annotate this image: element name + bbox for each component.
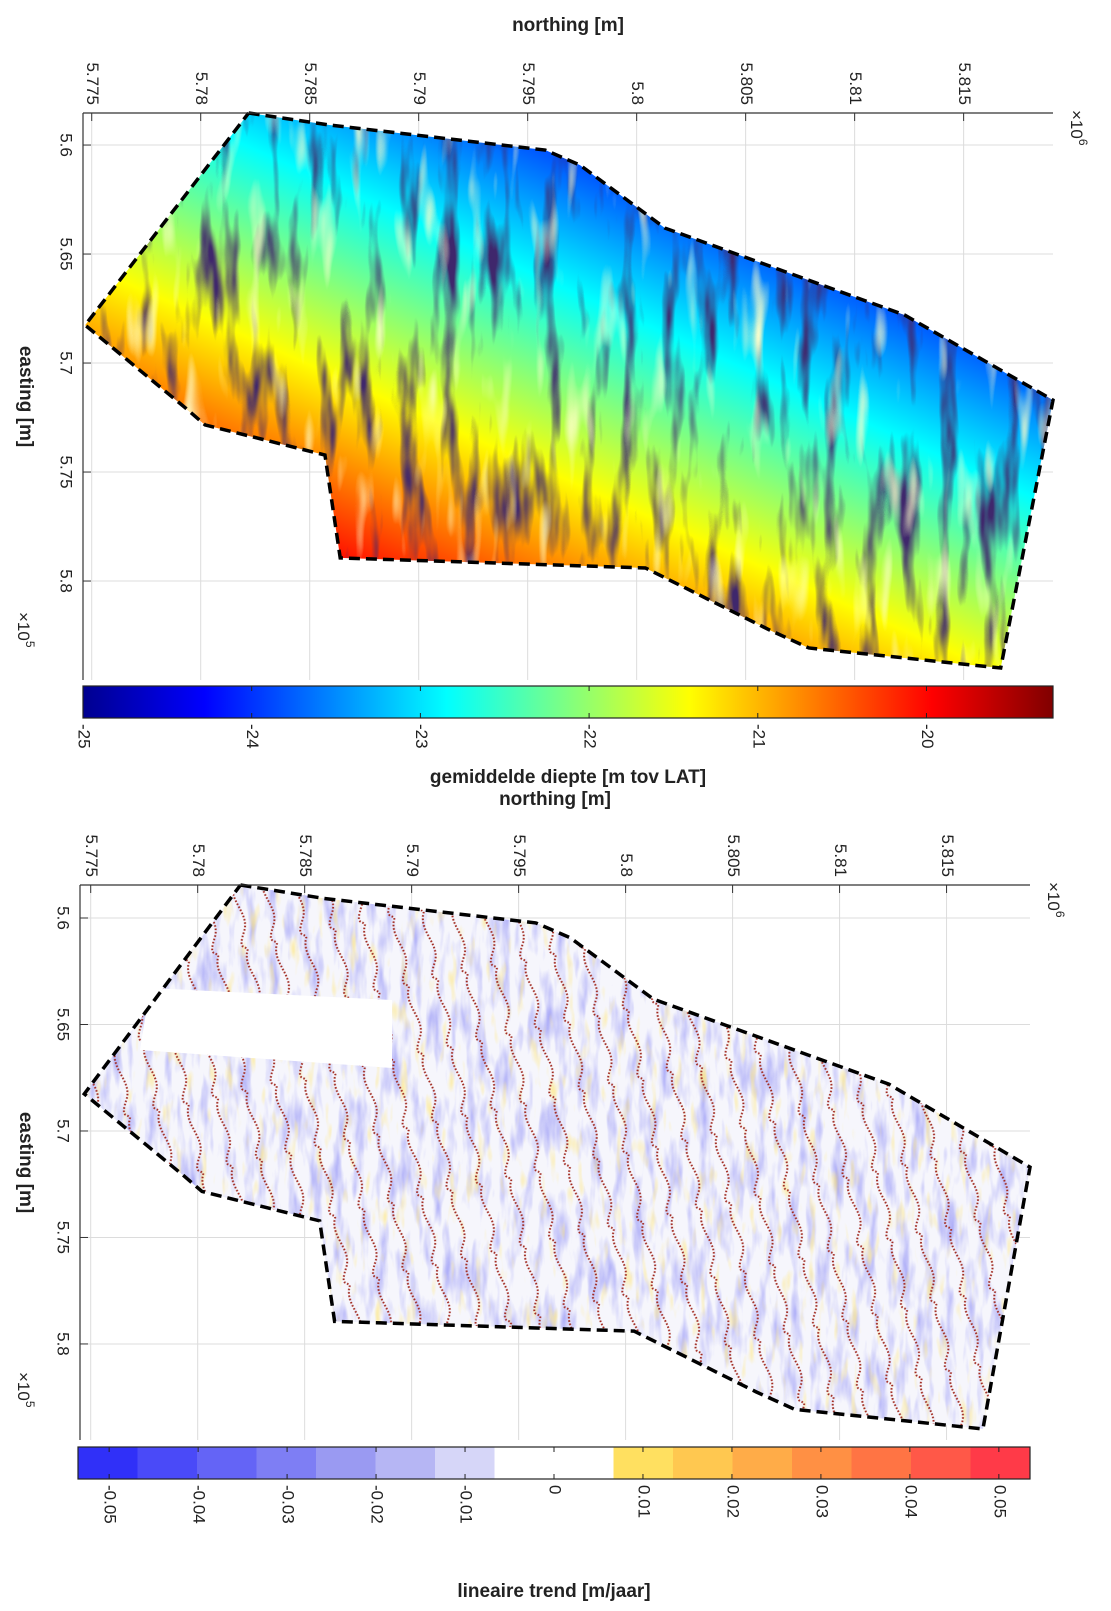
colorbar-tick-label: -0.04 [190, 1485, 209, 1524]
map-field [84, 885, 1030, 1429]
y-tick-label: 5.65 [57, 237, 76, 270]
y-multiplier-exponent: 5 [23, 1401, 37, 1408]
colorbar-segment [673, 1447, 733, 1479]
colorbar-tick-label: -0.01 [457, 1485, 476, 1524]
x-multiplier: ×106 [1067, 110, 1090, 146]
colorbar-tick-label: 0.04 [901, 1485, 920, 1518]
x-tick-label: 5.785 [301, 62, 320, 105]
x-multiplier: ×106 [1044, 882, 1067, 918]
colorbar-segment [494, 1447, 555, 1479]
x-tick-label: 5.815 [955, 62, 974, 105]
x-tick-label: 5.8 [617, 853, 636, 877]
colorbar-tick-label: -0.03 [279, 1485, 298, 1524]
colorbar-tick-label: -25 [75, 724, 94, 749]
x-tick-label: 5.795 [510, 834, 529, 877]
x-tick-label: 5.775 [82, 834, 101, 877]
colorbar-tick-label: -0.02 [368, 1485, 387, 1524]
y-tick-label: 5.6 [57, 133, 76, 157]
y-tick-label: 5.6 [54, 906, 73, 930]
x-tick-label: 5.805 [724, 834, 743, 877]
y-tick-label: 5.7 [54, 1119, 73, 1143]
colorbar-tick-label: 0.05 [990, 1485, 1009, 1518]
y-multiplier-base: ×10 [14, 1372, 33, 1401]
y-axis-title: easting [m] [15, 1112, 36, 1213]
x-multiplier-base: ×10 [1067, 110, 1086, 139]
light-streaks [85, 113, 1053, 669]
x-tick-label: 5.805 [737, 62, 756, 105]
x-tick-label: 5.81 [846, 72, 865, 105]
y-multiplier: ×105 [14, 612, 37, 648]
colorbar-border [82, 685, 1054, 719]
y-multiplier-base: ×10 [14, 612, 33, 641]
colorbar-tick-label: -21 [749, 724, 768, 749]
colorbar-segment [375, 1447, 436, 1479]
colorbar-segment [316, 1447, 376, 1479]
y-tick-label: 5.8 [54, 1332, 73, 1356]
y-multiplier-exponent: 5 [23, 641, 37, 648]
y-tick-label: 5.65 [54, 1008, 73, 1041]
colorbar-segment [911, 1447, 971, 1479]
colorbar-tick-label: 0.02 [723, 1485, 742, 1518]
x-tick-label: 5.81 [831, 844, 850, 877]
colorbar-tick-label: 0.03 [812, 1485, 831, 1518]
colorbar-segment [732, 1447, 793, 1479]
y-tick-label: 5.8 [57, 569, 76, 593]
y-axis-title: easting [m] [15, 346, 36, 447]
colorbar [83, 686, 1053, 718]
colorbar-tick-label: -0.05 [101, 1485, 120, 1524]
colorbar-segment [792, 1447, 852, 1479]
x-axis-title: northing [m] [499, 789, 611, 810]
y-multiplier: ×105 [14, 1372, 37, 1408]
colorbar-segment [554, 1447, 614, 1479]
x-tick-label: 5.775 [83, 62, 102, 105]
map-field [85, 113, 1053, 669]
crest-pattern [84, 885, 1030, 1429]
colorbar-segment [256, 1447, 317, 1479]
x-axis-title: northing [m] [512, 15, 624, 36]
x-tick-label: 5.8 [628, 81, 647, 105]
colorbar-tick-label: 0.01 [634, 1485, 653, 1518]
x-tick-label: 5.795 [519, 62, 538, 105]
colorbar-segment [78, 1447, 138, 1479]
x-multiplier-base: ×10 [1044, 882, 1063, 911]
colorbar-segment [197, 1447, 257, 1479]
colorbar-segment [435, 1447, 495, 1479]
colorbar-label: gemiddelde diepte [m tov LAT] [430, 767, 706, 788]
colorbar-segment [851, 1447, 912, 1479]
x-tick-label: 5.815 [938, 834, 957, 877]
x-tick-label: 5.78 [192, 72, 211, 105]
colorbar-label: lineaire trend [m/jaar] [457, 1581, 650, 1602]
colorbar-tick-label: 0 [546, 1485, 565, 1494]
no-data-gap [140, 988, 392, 1068]
y-tick-label: 5.75 [54, 1221, 73, 1254]
colorbar-segment [137, 1447, 198, 1479]
x-multiplier-exponent: 6 [1076, 139, 1090, 146]
colorbar-tick-label: -20 [918, 724, 937, 749]
survey-outline [82, 111, 1055, 670]
x-tick-label: 5.79 [403, 844, 422, 877]
colorbar-tick-label: -23 [412, 724, 431, 749]
x-multiplier-exponent: 6 [1053, 911, 1067, 918]
x-tick-label: 5.785 [296, 834, 315, 877]
colorbar-segment [970, 1447, 1031, 1479]
colorbar-tick-label: -22 [581, 724, 600, 749]
y-tick-label: 5.7 [57, 351, 76, 375]
x-tick-label: 5.78 [189, 844, 208, 877]
colorbar-tick-label: -24 [243, 724, 262, 749]
y-tick-label: 5.75 [57, 455, 76, 488]
colorbar-segment [613, 1447, 674, 1479]
x-tick-label: 5.79 [410, 72, 429, 105]
